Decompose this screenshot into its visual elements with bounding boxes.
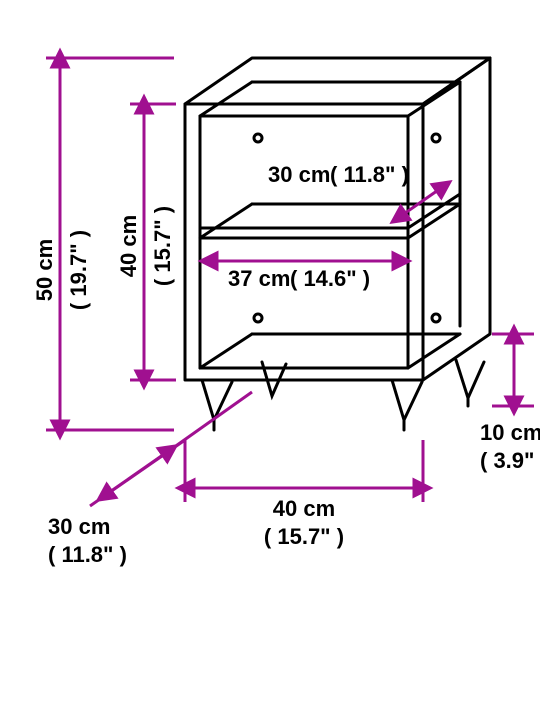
label-width-in: ( 15.7" ) xyxy=(264,524,344,549)
furniture-dimension-diagram: 50 cm ( 19.7" ) 40 cm ( 15.7" ) 30 cm ( … xyxy=(0,0,540,720)
label-total-height-in: ( 19.7" ) xyxy=(66,230,91,310)
label-depth-cm: 30 cm xyxy=(48,514,110,539)
label-total-height-cm: 50 cm xyxy=(32,239,57,301)
label-leg-height-in: ( 3.9" ) xyxy=(480,448,540,473)
cabinet-body xyxy=(185,58,490,380)
label-shelf-depth-cm: 30 cm xyxy=(268,162,330,187)
label-shelf-width-in: ( 14.6" ) xyxy=(290,266,370,291)
cabinet-legs xyxy=(202,360,484,430)
dim-shelf-depth xyxy=(398,186,444,218)
label-body-height-in: ( 15.7" ) xyxy=(150,206,175,286)
label-shelf-width-cm: 37 cm xyxy=(228,266,290,291)
label-shelf-depth-in: ( 11.8" ) xyxy=(330,162,409,187)
label-body-height-cm: 40 cm xyxy=(116,215,141,277)
dim-leg-height xyxy=(492,334,534,406)
dim-width xyxy=(185,440,423,502)
label-width-cm: 40 cm xyxy=(273,496,335,521)
label-leg-height-cm: 10 cm xyxy=(480,420,540,445)
label-depth-in: ( 11.8" ) xyxy=(48,542,127,567)
